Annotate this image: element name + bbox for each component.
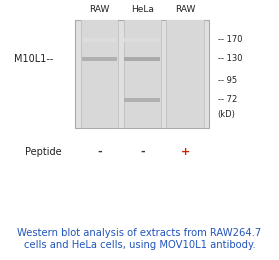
Text: -- 130: -- 130 [218,55,242,63]
Bar [124,38,160,42]
Text: RAW: RAW [89,5,110,14]
Text: Western blot analysis of extracts from RAW264.7
cells and HeLa cells, using MOV1: Western blot analysis of extracts from R… [17,228,262,250]
Bar [124,98,160,102]
Bar [124,57,160,61]
Text: M10L1--: M10L1-- [14,54,53,64]
Text: +: + [181,147,190,157]
Text: -: - [97,147,102,157]
Text: HeLa: HeLa [131,5,154,14]
Text: -- 72: -- 72 [218,95,237,104]
Text: Peptide: Peptide [25,147,61,157]
Text: -- 95: -- 95 [218,76,237,85]
Bar [166,20,204,128]
Bar [81,57,117,61]
Text: -- 170: -- 170 [218,35,242,44]
Text: (kD): (kD) [218,110,235,119]
Text: -: - [140,147,145,157]
Bar [124,20,161,128]
Bar [81,38,117,42]
Bar [75,20,209,128]
Text: RAW: RAW [175,5,195,14]
Bar [81,20,118,128]
